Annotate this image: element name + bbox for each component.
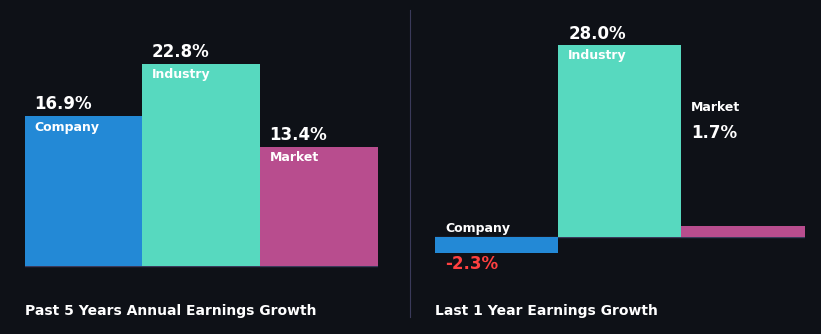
Text: Market: Market: [269, 151, 319, 164]
Text: Market: Market: [691, 101, 741, 114]
Text: 1.7%: 1.7%: [691, 124, 737, 142]
Bar: [25, 117, 142, 266]
Text: Past 5 Years Annual Earnings Growth: Past 5 Years Annual Earnings Growth: [25, 304, 316, 318]
Bar: [260, 147, 378, 266]
Bar: [558, 45, 681, 237]
Text: 16.9%: 16.9%: [34, 96, 92, 114]
Text: Last 1 Year Earnings Growth: Last 1 Year Earnings Growth: [435, 304, 658, 318]
Text: -2.3%: -2.3%: [445, 255, 498, 273]
Bar: [142, 64, 260, 266]
Text: 13.4%: 13.4%: [269, 126, 327, 144]
Bar: [681, 225, 805, 237]
Bar: [435, 237, 558, 253]
Text: 28.0%: 28.0%: [568, 25, 626, 43]
Text: Industry: Industry: [568, 49, 626, 62]
Text: 22.8%: 22.8%: [152, 43, 209, 61]
Text: Company: Company: [445, 222, 510, 235]
Text: Industry: Industry: [152, 68, 210, 81]
Text: Company: Company: [34, 121, 99, 134]
